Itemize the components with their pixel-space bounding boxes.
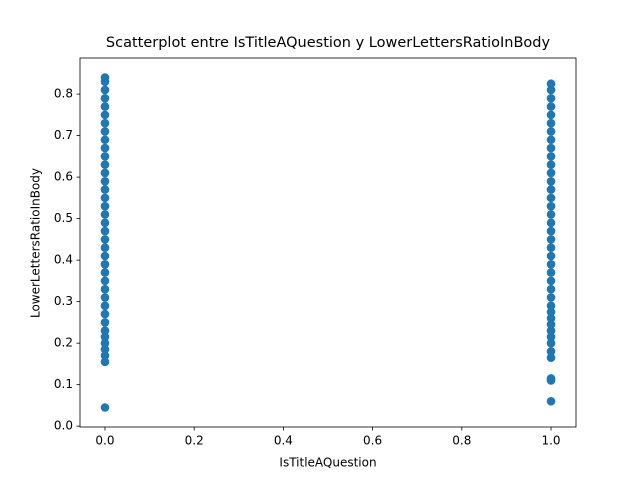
point (100, 93, 110, 103)
point (100, 284, 110, 294)
point (546, 185, 556, 194)
y-tick-label: 0.8 (54, 87, 73, 101)
point (546, 152, 556, 161)
x-tick-label: 0.0 (95, 434, 114, 448)
y-tick-label: 0.3 (54, 294, 73, 308)
point (546, 396, 556, 406)
point (100, 326, 110, 336)
point (100, 73, 110, 82)
point (100, 143, 110, 153)
point (546, 102, 556, 111)
point (546, 276, 556, 286)
point (546, 110, 556, 120)
point (100, 185, 110, 194)
point (100, 102, 110, 111)
point (546, 193, 556, 203)
point (546, 307, 556, 317)
point (100, 160, 110, 169)
point (100, 118, 110, 128)
point (100, 259, 110, 269)
point (546, 79, 556, 89)
point (546, 243, 556, 252)
point (100, 193, 110, 203)
point (100, 338, 110, 348)
point (100, 318, 110, 327)
y-tick-label: 0.2 (54, 336, 73, 350)
point (100, 293, 110, 302)
point (100, 243, 110, 252)
y-axis-label: LowerLettersRatioInBody (29, 168, 43, 318)
point (100, 135, 110, 145)
point (546, 135, 556, 145)
y-tick-label: 0.0 (54, 419, 73, 433)
point (546, 127, 556, 136)
point (546, 176, 556, 186)
point (546, 320, 556, 329)
point (100, 176, 110, 186)
point (546, 313, 556, 323)
point (100, 218, 110, 228)
point (546, 218, 556, 228)
point (100, 85, 110, 95)
point (546, 326, 556, 336)
point (100, 201, 110, 211)
point (546, 268, 556, 277)
point (546, 338, 556, 348)
point (546, 85, 556, 95)
y-tick-label: 0.5 (54, 211, 73, 225)
point (100, 152, 110, 161)
point (546, 293, 556, 302)
point (546, 347, 556, 356)
point (100, 345, 110, 354)
y-tick-label: 0.7 (54, 128, 73, 142)
y-tick-label: 0.6 (54, 170, 73, 184)
point (546, 235, 556, 244)
chart-title: Scatterplot entre IsTitleAQuestion y Low… (106, 35, 551, 51)
y-tick-label: 0.4 (54, 253, 73, 267)
point (546, 284, 556, 294)
point (546, 118, 556, 128)
x-tick-label: 1.0 (541, 434, 560, 448)
point (546, 160, 556, 169)
point (546, 143, 556, 153)
point (546, 201, 556, 211)
x-axis-label: IsTitleAQuestion (279, 456, 376, 470)
point (546, 210, 556, 219)
point (546, 374, 556, 383)
point (100, 127, 110, 136)
point (100, 332, 110, 342)
point (100, 276, 110, 286)
y-tick-label: 0.1 (54, 377, 73, 391)
point (546, 301, 556, 311)
x-tick-label: 0.6 (363, 434, 382, 448)
point (100, 168, 110, 178)
point (100, 268, 110, 277)
point (100, 110, 110, 120)
point (100, 357, 110, 367)
point (100, 309, 110, 319)
point (100, 210, 110, 219)
point (546, 168, 556, 178)
point (546, 259, 556, 269)
x-tick-label: 0.2 (185, 434, 204, 448)
point (100, 351, 110, 360)
point (100, 235, 110, 244)
point (100, 403, 110, 412)
point (546, 353, 556, 362)
x-tick-label: 0.8 (452, 434, 471, 448)
point (546, 93, 556, 103)
point (100, 226, 110, 236)
point (100, 251, 110, 261)
x-tick-label: 0.4 (274, 434, 293, 448)
point (546, 332, 556, 342)
plot-frame (79, 57, 577, 428)
point (546, 251, 556, 261)
point (546, 226, 556, 236)
point (100, 301, 110, 311)
